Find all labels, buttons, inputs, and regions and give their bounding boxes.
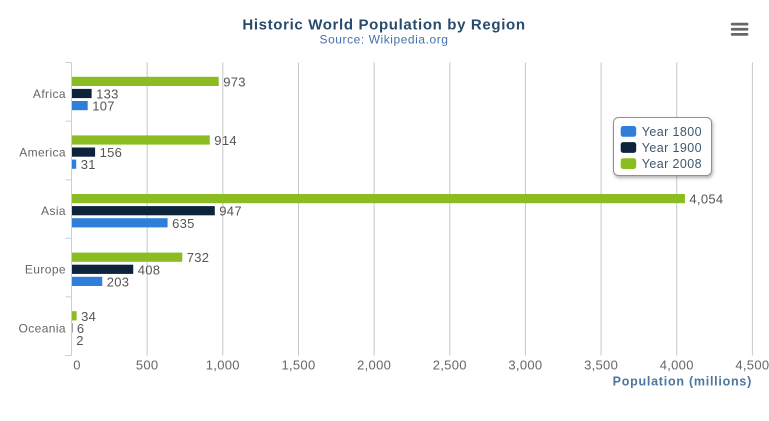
- svg-text:3,000: 3,000: [508, 358, 542, 373]
- svg-text:1,000: 1,000: [206, 358, 240, 373]
- svg-text:107: 107: [92, 99, 115, 114]
- svg-text:635: 635: [172, 216, 195, 231]
- svg-text:500: 500: [136, 358, 159, 373]
- svg-text:2,000: 2,000: [357, 358, 391, 373]
- svg-text:973: 973: [223, 74, 246, 89]
- svg-text:Year 2008: Year 2008: [642, 157, 702, 171]
- svg-text:4,000: 4,000: [660, 358, 694, 373]
- svg-text:Year 1900: Year 1900: [642, 141, 702, 155]
- svg-text:0: 0: [73, 358, 81, 373]
- svg-text:2,500: 2,500: [433, 358, 467, 373]
- svg-text:Europe: Europe: [25, 263, 66, 277]
- svg-text:732: 732: [187, 250, 210, 265]
- svg-text:Africa: Africa: [33, 87, 66, 101]
- svg-text:3,500: 3,500: [584, 358, 618, 373]
- svg-text:156: 156: [100, 145, 123, 160]
- svg-text:Historic World Population by R: Historic World Population by Region: [242, 17, 525, 34]
- svg-text:914: 914: [214, 133, 237, 148]
- svg-text:1,500: 1,500: [281, 358, 315, 373]
- svg-text:Population (millions): Population (millions): [613, 375, 752, 389]
- svg-text:Asia: Asia: [41, 204, 66, 218]
- svg-text:4,500: 4,500: [735, 358, 769, 373]
- svg-text:America: America: [19, 146, 66, 160]
- svg-text:Source: Wikipedia.org: Source: Wikipedia.org: [320, 33, 449, 47]
- svg-text:31: 31: [81, 157, 96, 172]
- svg-text:Oceania: Oceania: [19, 321, 67, 335]
- svg-text:408: 408: [138, 262, 161, 277]
- svg-text:4,054: 4,054: [689, 192, 723, 207]
- svg-text:Year 1800: Year 1800: [642, 125, 702, 139]
- svg-text:947: 947: [219, 204, 242, 219]
- svg-text:203: 203: [107, 274, 130, 289]
- svg-text:2: 2: [76, 333, 84, 348]
